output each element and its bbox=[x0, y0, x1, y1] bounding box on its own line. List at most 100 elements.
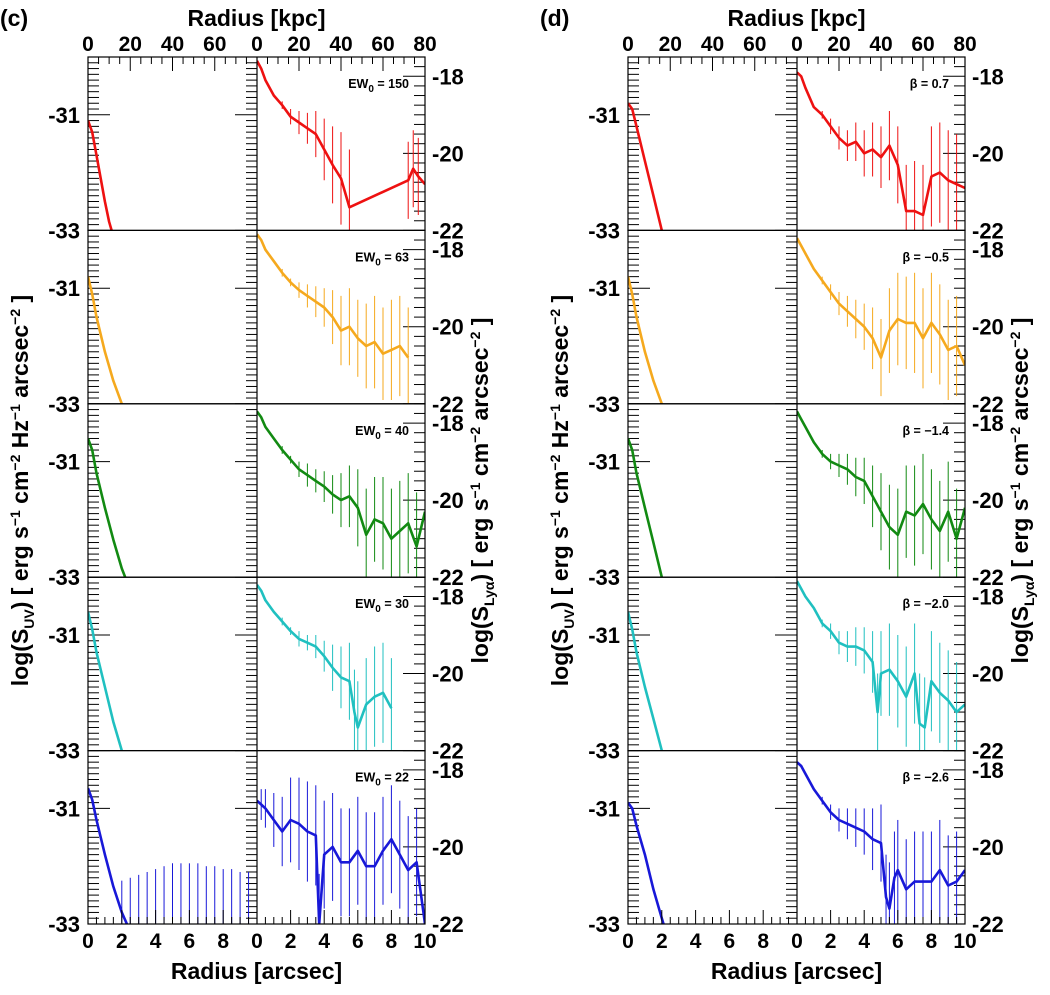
ann-part: = 40 bbox=[381, 424, 409, 438]
ann-part: 0 bbox=[375, 604, 381, 615]
lya-line bbox=[797, 410, 965, 541]
lya-ytick-label: -18 bbox=[432, 64, 464, 89]
x2-tick-label: 40 bbox=[701, 33, 724, 56]
y-title-part: cm bbox=[547, 471, 573, 511]
x-tick-label: 8 bbox=[926, 930, 938, 953]
lya-ytick-label: -22 bbox=[432, 565, 464, 590]
y-title-part: ) [ erg s bbox=[1007, 498, 1033, 581]
x2-tick-label: 80 bbox=[953, 33, 976, 56]
lya-series bbox=[797, 71, 965, 231]
uv-ytick-label: -31 bbox=[588, 623, 620, 648]
ann-part: EW bbox=[355, 597, 375, 611]
lya-ytick-label: -20 bbox=[432, 141, 464, 166]
x-tick-label: 6 bbox=[184, 930, 196, 953]
uv-ytick-label: -33 bbox=[588, 218, 620, 243]
uv-series bbox=[88, 120, 113, 231]
lya-ytick-label: -18 bbox=[432, 584, 464, 609]
y-title-part: cm bbox=[1007, 443, 1033, 483]
lya-ytick-label: -18 bbox=[972, 238, 1004, 263]
lya-series bbox=[797, 410, 965, 578]
lya-ytick-label: -18 bbox=[432, 238, 464, 263]
y-title-part: ] bbox=[7, 295, 33, 309]
uv-ytick-label: -33 bbox=[48, 565, 80, 590]
lya-ytick-label: -18 bbox=[432, 758, 464, 783]
lya-ytick-label: -18 bbox=[972, 64, 1004, 89]
uv-ytick-label: -31 bbox=[48, 623, 80, 648]
x-tick-label: 8 bbox=[386, 930, 398, 953]
y-axis-title-right: log(SLyα) [ erg s−1 cm−2 arcsec−2 ] bbox=[1007, 318, 1037, 664]
y-title-part: UV bbox=[561, 609, 577, 629]
row-annotation: EW0 = 30 bbox=[355, 597, 409, 615]
uv-line bbox=[628, 611, 664, 751]
y-title-part: −2 bbox=[467, 427, 483, 443]
x-tick-label: 0 bbox=[251, 930, 263, 953]
lya-ytick-label: -20 bbox=[972, 835, 1004, 860]
y-title-part: arcsec bbox=[7, 325, 33, 405]
y-title-part: ) [ erg s bbox=[547, 526, 573, 609]
lya-ytick-label: -22 bbox=[972, 218, 1004, 243]
y-title-part: cm bbox=[7, 471, 33, 511]
lya-ytick-label: -22 bbox=[972, 392, 1004, 417]
uv-ytick-label: -31 bbox=[48, 276, 80, 301]
row-4: -31 -33 -18 -20 -22 EW0 = 22 bbox=[48, 749, 464, 937]
row-2: -31 -33 -18 -20 -22 EW0 = 40 bbox=[48, 403, 464, 590]
x-tick-label: 6 bbox=[892, 930, 904, 953]
y-title-part: Lyα bbox=[1021, 581, 1037, 606]
uv-ytick-label: -33 bbox=[588, 912, 620, 937]
uv-ytick-label: -31 bbox=[48, 796, 80, 821]
ann-part: EW bbox=[355, 424, 375, 438]
lya-ytick-label: -18 bbox=[972, 411, 1004, 436]
x2-tick-label: 40 bbox=[869, 33, 892, 56]
uv-ytick-label: -33 bbox=[588, 739, 620, 764]
lya-ytick-label: -20 bbox=[972, 488, 1004, 513]
y-title-part: −2 bbox=[547, 309, 563, 325]
row-annotation: EW0 = 150 bbox=[348, 77, 409, 95]
ann-part: EW bbox=[355, 250, 375, 264]
y-title-part: −1 bbox=[547, 510, 563, 526]
row-annotation: β = −0.5 bbox=[902, 250, 949, 264]
x2-tick-label: 40 bbox=[161, 33, 184, 56]
ann-part: = 22 bbox=[381, 771, 409, 785]
row-1: -31 -33 -18 -20 -22 EW0 = 63 bbox=[48, 229, 464, 417]
x-tick-label: 2 bbox=[656, 930, 668, 953]
y-title-part: −1 bbox=[467, 482, 483, 498]
lya-ytick-label: -22 bbox=[432, 739, 464, 764]
ann-part: 0 bbox=[368, 84, 374, 95]
y-title-part: log(S bbox=[467, 606, 493, 664]
x2-axis-title: Radius [kpc] bbox=[187, 5, 325, 31]
x-tick-label: 6 bbox=[724, 930, 736, 953]
uv-ytick-label: -31 bbox=[588, 450, 620, 475]
row-annotation: β = 0.7 bbox=[910, 77, 949, 91]
uv-series bbox=[88, 787, 250, 924]
y-title-part: arcsec bbox=[1007, 347, 1033, 427]
lya-series bbox=[257, 584, 393, 751]
uv-series bbox=[628, 801, 665, 924]
uv-ytick-label: -31 bbox=[48, 450, 80, 475]
uv-line bbox=[628, 801, 665, 924]
lya-series bbox=[257, 777, 425, 924]
x-tick-label: 0 bbox=[791, 930, 803, 953]
y-title-part: −1 bbox=[7, 510, 23, 526]
lya-line bbox=[257, 60, 425, 209]
y-title-part: −1 bbox=[1007, 482, 1023, 498]
y-title-part: Hz bbox=[7, 420, 33, 455]
x-tick-label: 2 bbox=[825, 930, 837, 953]
uv-ytick-label: -33 bbox=[48, 912, 80, 937]
lya-series bbox=[257, 410, 425, 578]
uv-series bbox=[628, 611, 664, 751]
row-4: -31 -33 -18 -20 -22 β = −2.6 bbox=[588, 749, 1004, 937]
lya-ytick-label: -18 bbox=[972, 584, 1004, 609]
y-title-part: Lyα bbox=[481, 581, 497, 606]
lya-series bbox=[797, 237, 965, 404]
x2-tick-label: 60 bbox=[371, 33, 394, 56]
row-annotation: EW0 = 63 bbox=[355, 250, 409, 268]
y-title-part: −1 bbox=[7, 404, 23, 420]
row-0: -31 -33 -18 -20 -22 β = 0.7 bbox=[588, 56, 1004, 243]
panel-label: (c) bbox=[0, 5, 28, 31]
row-2: -31 -33 -18 -20 -22 β = −1.4 bbox=[588, 403, 1004, 590]
x-tick-label: 0 bbox=[622, 930, 634, 953]
uv-series bbox=[88, 276, 124, 404]
x-tick-label: 6 bbox=[352, 930, 364, 953]
row-0: -31 -33 -18 -20 -22 EW0 = 150 bbox=[48, 56, 464, 243]
row-3: -31 -33 -18 -20 -22 β = −2.0 bbox=[588, 576, 1004, 764]
